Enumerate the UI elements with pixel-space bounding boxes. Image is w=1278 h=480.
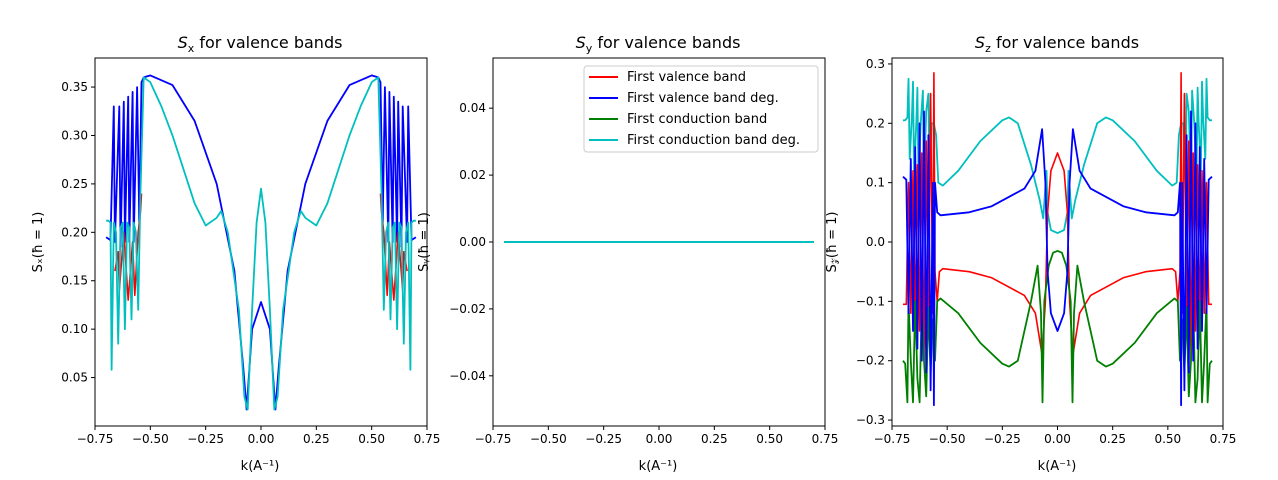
sz-y-tick-label: 0.2	[866, 116, 885, 130]
sz-ylabel: S𝓏(ħ = 1)	[825, 212, 840, 273]
sy-x-tick-label: −0.75	[475, 432, 512, 446]
sz-x-tick-label: 0.75	[1210, 432, 1237, 446]
sz-x-tick-label: −0.25	[984, 432, 1021, 446]
sz-y-tick-label: −0.1	[856, 294, 885, 308]
sx-series-line-first-conduction-deg	[106, 76, 416, 411]
sz-title: Sz for valence bands	[975, 33, 1139, 55]
sx-series-group	[105, 74, 417, 411]
sx-x-tick-label: −0.25	[187, 432, 224, 446]
legend-entry-label: First valence band deg.	[627, 91, 779, 106]
sx-x-tick-label: 0.00	[248, 432, 275, 446]
legend-entry-label: First conduction band deg.	[627, 133, 800, 148]
sx-x-tick-label: −0.75	[77, 432, 114, 446]
sy-y-tick-label: −0.02	[449, 302, 486, 316]
sz-y-tick-label: 0.0	[866, 235, 885, 249]
legend: First valence band First valence band deg…	[583, 65, 819, 153]
sy-x-tick-label: 0.75	[812, 432, 839, 446]
sx-y-tick-label: 0.10	[61, 322, 88, 336]
sy-y-tick-label: 0.02	[459, 168, 486, 182]
sy-ylabel: Sᵧ(ħ = 1)	[417, 212, 432, 272]
sz-x-tick-label: 0.50	[1154, 432, 1181, 446]
sy-x-tick-label: −0.50	[530, 432, 567, 446]
sz-x-tick-label: −0.50	[929, 432, 966, 446]
sy-title: Sy for valence bands	[576, 33, 741, 55]
sx-x-tick-label: −0.50	[132, 432, 169, 446]
sy-y-tick-label: 0.00	[459, 235, 486, 249]
sx-y-tick-label: 0.30	[61, 128, 88, 142]
sy-y-tick-label: −0.04	[449, 369, 486, 383]
sy-x-tick-label: −0.25	[585, 432, 622, 446]
sz-series-line-first-conduction-deg	[903, 77, 1212, 234]
legend-box	[583, 65, 819, 153]
sz-series-group	[902, 72, 1213, 407]
sx-x-tick-label: 0.25	[303, 432, 330, 446]
sz-axes-frame	[891, 57, 1224, 427]
sx-axes-frame	[94, 57, 428, 427]
sz-x-tick-label: −0.75	[874, 432, 911, 446]
sz-x-tick-label: 0.00	[1044, 432, 1071, 446]
sy-x-tick-label: 0.25	[701, 432, 728, 446]
sz-y-tick-label: 0.1	[866, 176, 885, 190]
sx-series-line-first-valence-deg	[105, 74, 417, 411]
sy-x-tick-label: 0.00	[646, 432, 673, 446]
sx-y-tick-label: 0.15	[61, 274, 88, 288]
sy-y-tick-label: 0.04	[459, 101, 486, 115]
sy-xlabel: k(A⁻¹)	[639, 459, 678, 474]
sz-y-tick-label: −0.2	[856, 354, 885, 368]
sx-ylabel: Sₓ(ħ = 1)	[31, 212, 46, 273]
sx-title: Sx for valence bands	[178, 33, 343, 55]
sx-panel: Sx for valence bands k(A⁻¹) Sₓ(ħ = 1) −0…	[31, 33, 440, 474]
sy-panel: Sy for valence bands k(A⁻¹) Sᵧ(ħ = 1) −0…	[417, 33, 838, 474]
sy-x-tick-label: 0.50	[756, 432, 783, 446]
sx-y-tick-label: 0.25	[61, 177, 88, 191]
sx-y-tick-label: 0.35	[61, 80, 88, 94]
sx-y-tick-label: 0.20	[61, 225, 88, 239]
sx-xlabel: k(A⁻¹)	[241, 459, 280, 474]
sz-y-tick-label: 0.3	[866, 57, 885, 71]
sz-series-line-first-valence	[903, 72, 1212, 362]
sz-xlabel: k(A⁻¹)	[1038, 459, 1077, 474]
legend-entry-label: First conduction band	[627, 112, 767, 127]
sz-panel: Sz for valence bands k(A⁻¹) S𝓏(ħ = 1) −0…	[825, 33, 1236, 474]
sx-x-tick-label: 0.75	[414, 432, 441, 446]
sz-series-line-first-conduction	[902, 250, 1213, 404]
sx-x-tick-label: 0.50	[358, 432, 385, 446]
sx-y-tick-label: 0.05	[61, 371, 88, 385]
legend-entry-label: First valence band	[627, 70, 746, 85]
sz-x-tick-label: 0.25	[1099, 432, 1126, 446]
sz-series-line-first-valence-deg	[902, 110, 1213, 407]
sz-y-tick-label: −0.3	[856, 413, 885, 427]
